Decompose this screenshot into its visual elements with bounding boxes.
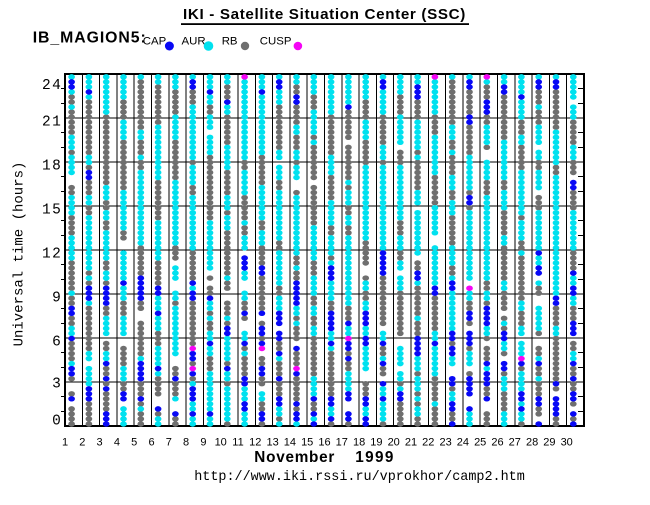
svg-text:21: 21 bbox=[405, 437, 417, 449]
svg-text:23: 23 bbox=[439, 437, 451, 449]
svg-text:3: 3 bbox=[52, 377, 62, 393]
svg-text:RB: RB bbox=[222, 36, 238, 48]
svg-text:25: 25 bbox=[474, 437, 486, 449]
svg-text:IB_MAGION5:: IB_MAGION5: bbox=[33, 30, 147, 47]
svg-text:24: 24 bbox=[457, 437, 469, 449]
svg-text:18: 18 bbox=[42, 159, 62, 175]
svg-text:16: 16 bbox=[318, 437, 330, 449]
svg-text:10: 10 bbox=[215, 437, 227, 449]
svg-text:12: 12 bbox=[249, 437, 261, 449]
svg-text:29: 29 bbox=[543, 437, 555, 449]
svg-text:1: 1 bbox=[62, 437, 68, 449]
svg-text:30: 30 bbox=[561, 437, 573, 449]
svg-text:2: 2 bbox=[79, 437, 85, 449]
svg-text:9: 9 bbox=[200, 437, 206, 449]
svg-text:7: 7 bbox=[166, 437, 172, 449]
svg-text:CAP: CAP bbox=[143, 36, 166, 48]
svg-text:22: 22 bbox=[422, 437, 434, 449]
svg-text:1999: 1999 bbox=[355, 449, 395, 466]
svg-text:18: 18 bbox=[353, 437, 365, 449]
svg-text:19: 19 bbox=[370, 437, 382, 449]
svg-text:12: 12 bbox=[42, 247, 62, 263]
svg-text:14: 14 bbox=[284, 437, 296, 449]
svg-text:26: 26 bbox=[491, 437, 503, 449]
svg-text:27: 27 bbox=[509, 437, 521, 449]
svg-text:IKI - Satellite Situation Cent: IKI - Satellite Situation Center (SSC) bbox=[183, 6, 466, 23]
svg-text:9: 9 bbox=[52, 291, 62, 307]
svg-text:4: 4 bbox=[114, 437, 120, 449]
svg-text:13: 13 bbox=[266, 437, 278, 449]
svg-text:6: 6 bbox=[52, 335, 62, 351]
svg-text:0: 0 bbox=[52, 414, 62, 430]
svg-text:20: 20 bbox=[388, 437, 400, 449]
svg-text:24: 24 bbox=[42, 78, 62, 94]
svg-text:17: 17 bbox=[336, 437, 348, 449]
svg-text:15: 15 bbox=[301, 437, 313, 449]
svg-text:CUSP: CUSP bbox=[260, 36, 292, 48]
svg-text:http://www.iki.rssi.ru/vprokho: http://www.iki.rssi.ru/vprokhor/camp2.ht… bbox=[194, 470, 525, 485]
svg-text:Universal time (hours): Universal time (hours) bbox=[12, 162, 28, 347]
svg-text:21: 21 bbox=[42, 115, 62, 131]
svg-text:8: 8 bbox=[183, 437, 189, 449]
svg-text:28: 28 bbox=[526, 437, 538, 449]
svg-text:15: 15 bbox=[42, 203, 62, 219]
svg-text:AUR: AUR bbox=[182, 36, 206, 48]
svg-text:3: 3 bbox=[97, 437, 103, 449]
svg-text:11: 11 bbox=[232, 437, 243, 449]
svg-text:5: 5 bbox=[131, 437, 137, 449]
svg-text:November: November bbox=[254, 449, 335, 466]
svg-text:6: 6 bbox=[148, 437, 154, 449]
